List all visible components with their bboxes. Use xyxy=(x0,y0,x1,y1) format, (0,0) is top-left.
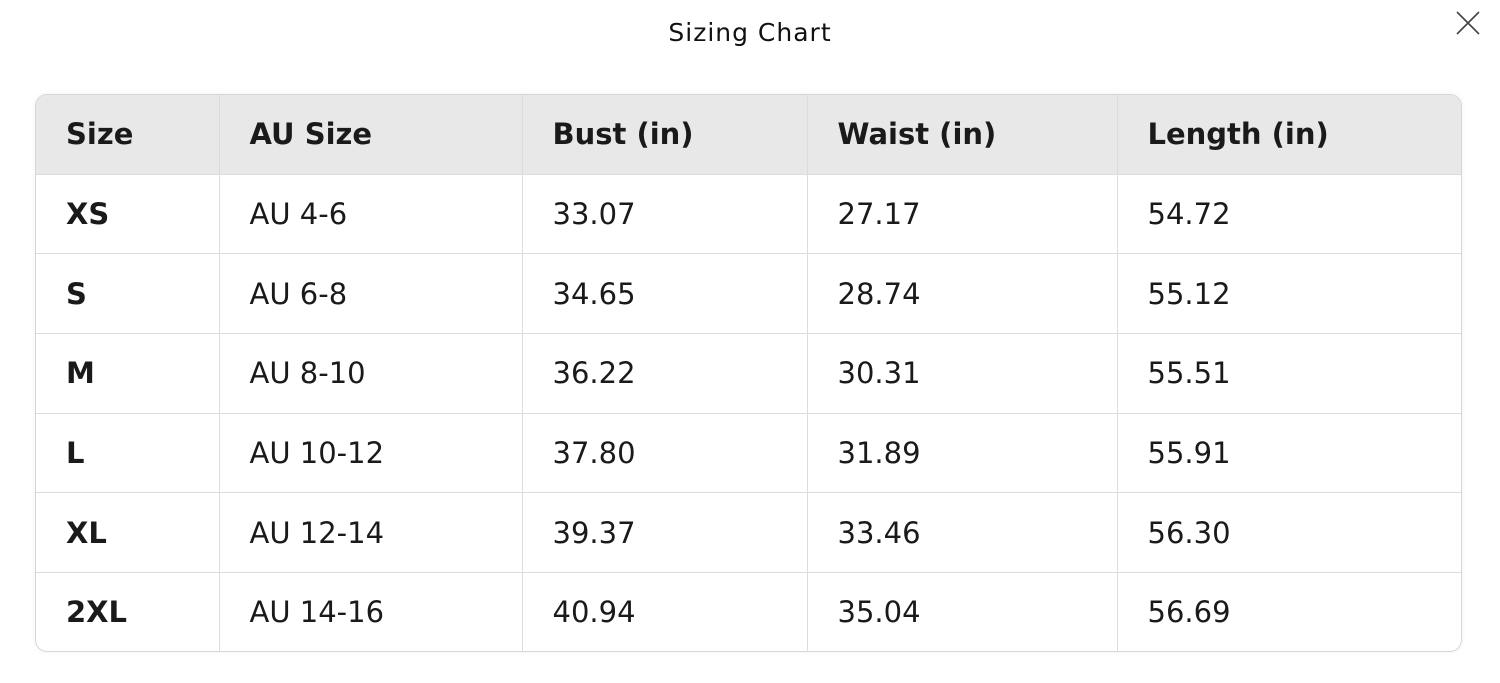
table-cell: 55.12 xyxy=(1116,253,1461,334)
table-row: M AU 8-10 36.22 30.31 55.51 xyxy=(36,332,1461,414)
table-cell: 35.04 xyxy=(806,571,1118,651)
column-header: Size xyxy=(36,95,220,175)
table-cell: 33.07 xyxy=(521,173,808,255)
table-cell: AU 10-12 xyxy=(218,412,523,494)
table-cell: 37.80 xyxy=(521,412,808,494)
column-header: Length (in) xyxy=(1116,95,1461,175)
table-cell: 31.89 xyxy=(806,412,1118,494)
table-row: L AU 10-12 37.80 31.89 55.91 xyxy=(36,412,1461,494)
table-cell: 39.37 xyxy=(521,492,808,573)
close-icon[interactable] xyxy=(1455,10,1481,36)
table-cell: 27.17 xyxy=(806,173,1118,255)
table-cell: 36.22 xyxy=(521,332,808,414)
column-header: Waist (in) xyxy=(806,95,1118,175)
table-cell: 30.31 xyxy=(806,332,1118,414)
modal-title: Sizing Chart xyxy=(668,18,832,47)
table-row: XL AU 12-14 39.37 33.46 56.30 xyxy=(36,492,1461,573)
table-cell: AU 12-14 xyxy=(218,492,523,573)
table-row: XS AU 4-6 33.07 27.17 54.72 xyxy=(36,173,1461,255)
table-cell: 56.69 xyxy=(1116,571,1461,651)
table-cell: XS xyxy=(36,173,220,255)
sizing-table-container: Size AU Size Bust (in) Waist (in) Length (in… xyxy=(35,94,1462,652)
table-row: S AU 6-8 34.65 28.74 55.12 xyxy=(36,253,1461,334)
table-cell: 40.94 xyxy=(521,571,808,651)
table-cell: 34.65 xyxy=(521,253,808,334)
table-cell: 2XL xyxy=(36,571,220,651)
table-cell: 55.51 xyxy=(1116,332,1461,414)
table-cell: 54.72 xyxy=(1116,173,1461,255)
table-row: 2XL AU 14-16 40.94 35.04 56.69 xyxy=(36,571,1461,651)
column-header: Bust (in) xyxy=(521,95,808,175)
table-cell: M xyxy=(36,332,220,414)
table-cell: L xyxy=(36,412,220,494)
table-cell: 33.46 xyxy=(806,492,1118,573)
table-cell: 28.74 xyxy=(806,253,1118,334)
table-cell: AU 8-10 xyxy=(218,332,523,414)
table-cell: S xyxy=(36,253,220,334)
table-header-row: Size AU Size Bust (in) Waist (in) Length (in… xyxy=(36,95,1461,175)
table-cell: AU 6-8 xyxy=(218,253,523,334)
table-cell: AU 14-16 xyxy=(218,571,523,651)
table-cell: XL xyxy=(36,492,220,573)
table-cell: 55.91 xyxy=(1116,412,1461,494)
column-header: AU Size xyxy=(218,95,523,175)
table-cell: AU 4-6 xyxy=(218,173,523,255)
sizing-table: Size AU Size Bust (in) Waist (in) Length (in… xyxy=(36,95,1461,651)
table-cell: 56.30 xyxy=(1116,492,1461,573)
